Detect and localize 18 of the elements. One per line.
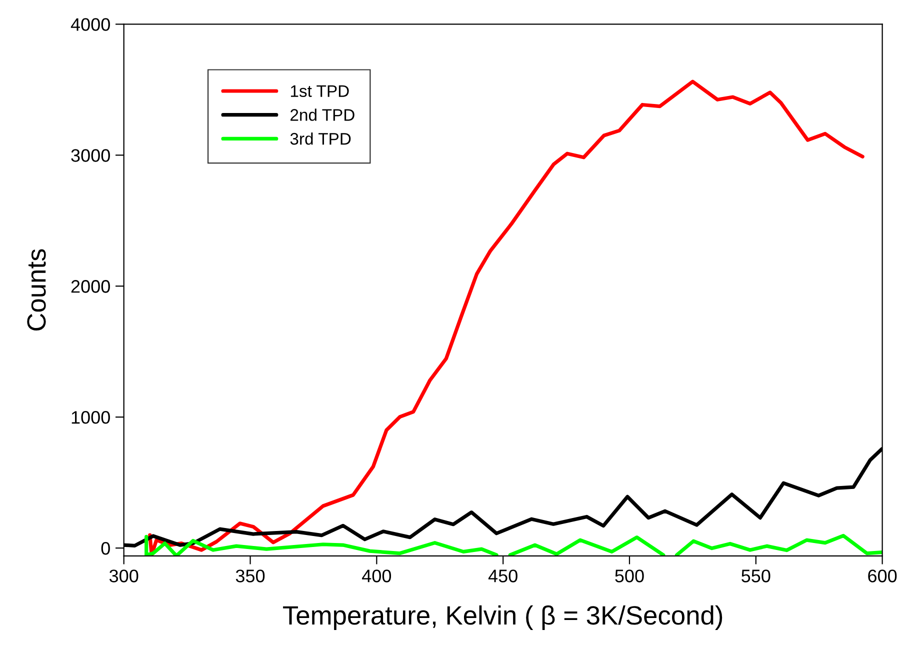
y-tick-label: 2000 [71, 280, 110, 293]
x-tick-label: 500 [615, 570, 644, 582]
x-tick-label: 350 [236, 570, 265, 582]
line-series [148, 80, 864, 556]
y-tick-label: 1000 [72, 411, 110, 424]
y-axis-title: Counts [27, 249, 46, 331]
x-tick-label: 300 [109, 570, 138, 582]
x-tick-label: 600 [868, 570, 897, 582]
legend-label: 2nd TPD [290, 108, 354, 121]
x-tick-label: 400 [362, 570, 392, 582]
y-tick-label: 0 [101, 542, 110, 555]
x-tick-label: 550 [742, 570, 770, 582]
x-tick-label: 450 [488, 570, 518, 582]
legend-label: 1st TPD [290, 85, 349, 97]
y-tick-label: 3000 [71, 149, 110, 162]
legend-label: 3rd TPD [290, 132, 351, 145]
x-axis-title: Temperature, Kelvin ( β = 3K/Second) [283, 605, 722, 630]
y-tick-label: 4000 [70, 18, 110, 31]
